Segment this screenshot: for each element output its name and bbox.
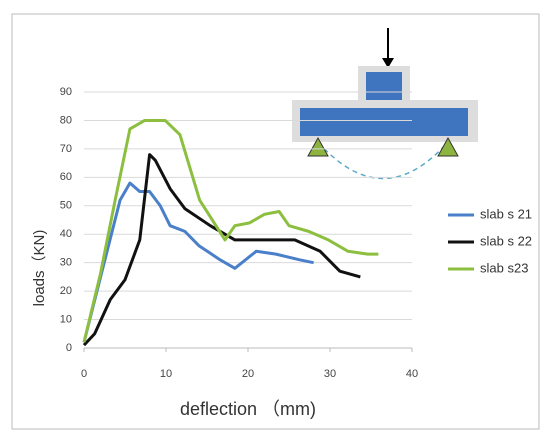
series-line <box>82 181 314 343</box>
frame <box>11 13 540 430</box>
series-line <box>82 118 379 343</box>
x-axis-label: deflection （mm) <box>180 399 316 419</box>
y-tick-label: 50 <box>60 200 72 212</box>
y-tick-label: 0 <box>66 342 72 354</box>
legend-label: slab s 22 <box>480 233 532 248</box>
y-tick-label: 20 <box>60 285 72 297</box>
x-tick-label: 10 <box>160 368 172 380</box>
y-tick-label: 70 <box>60 143 72 155</box>
beam-diagram <box>292 28 478 180</box>
y-axis-label: loads（KN) <box>31 230 48 307</box>
x-tick-label: 20 <box>242 368 254 380</box>
y-tick-label: 30 <box>60 257 72 269</box>
x-tick-label: 0 <box>81 368 87 380</box>
y-tick-label: 90 <box>60 86 72 98</box>
series-line <box>82 153 361 347</box>
y-tick-label: 40 <box>60 228 72 240</box>
x-tick-label: 30 <box>324 368 336 380</box>
x-tick-label: 40 <box>406 368 418 380</box>
y-tick-label: 10 <box>60 313 72 325</box>
y-tick-label: 80 <box>60 114 72 126</box>
legend-label: slab s 21 <box>480 206 532 221</box>
legend-label: slab s23 <box>480 260 528 275</box>
y-tick-label: 60 <box>60 171 72 183</box>
